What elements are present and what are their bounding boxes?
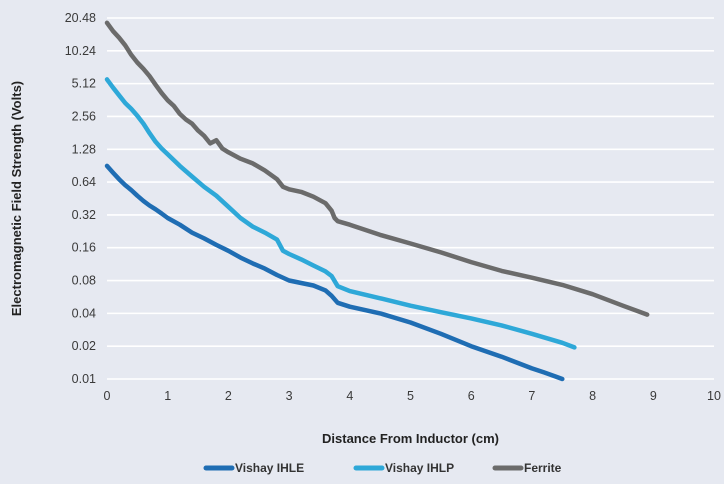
x-axis-title: Distance From Inductor (cm) <box>322 431 499 446</box>
x-axis-tick-labels: 0 1 2 3 4 5 6 7 8 9 10 <box>104 389 721 403</box>
y-tick-label-0: 0.01 <box>72 372 96 386</box>
y-axis-tick-labels: 0.01 0.02 0.04 0.08 0.16 0.32 0.64 1.28 2.56 5.12… <box>65 11 96 386</box>
y-axis-title: Electromagnetic Field Strength (Volts) <box>9 81 24 316</box>
x-tick-label-0: 0 <box>104 389 111 403</box>
y-tick-label-3: 0.08 <box>72 274 96 288</box>
series-line-ferrite <box>104 20 650 317</box>
series-lines <box>104 20 650 382</box>
x-tick-label-8: 8 <box>589 389 596 403</box>
x-tick-label-3: 3 <box>286 389 293 403</box>
legend-label-0: Vishay IHLE <box>235 461 304 475</box>
x-tick-label-4: 4 <box>346 389 353 403</box>
x-tick-label-1: 1 <box>164 389 171 403</box>
x-tick-label-10: 10 <box>707 389 721 403</box>
y-tick-label-8: 2.56 <box>72 109 96 123</box>
legend-label-2: Ferrite <box>524 461 562 475</box>
series-line-vishay-ihle <box>104 163 565 382</box>
y-tick-label-9: 5.12 <box>72 77 96 91</box>
x-tick-label-2: 2 <box>225 389 232 403</box>
x-tick-label-7: 7 <box>528 389 535 403</box>
y-tick-label-10: 10.24 <box>65 44 96 58</box>
x-tick-label-6: 6 <box>468 389 475 403</box>
x-tick-label-5: 5 <box>407 389 414 403</box>
y-tick-label-7: 1.28 <box>72 142 96 156</box>
y-tick-label-2: 0.04 <box>72 306 96 320</box>
y-tick-label-4: 0.16 <box>72 241 96 255</box>
series-line-vishay-ihlp <box>104 77 577 350</box>
y-tick-label-11: 20.48 <box>65 11 96 25</box>
legend: Vishay IHLE Vishay IHLP Ferrite <box>203 461 562 475</box>
y-tick-label-5: 0.32 <box>72 208 96 222</box>
y-tick-label-6: 0.64 <box>72 175 96 189</box>
legend-label-1: Vishay IHLP <box>385 461 454 475</box>
y-tick-label-1: 0.02 <box>72 339 96 353</box>
x-tick-label-9: 9 <box>650 389 657 403</box>
gridlines <box>107 17 714 380</box>
